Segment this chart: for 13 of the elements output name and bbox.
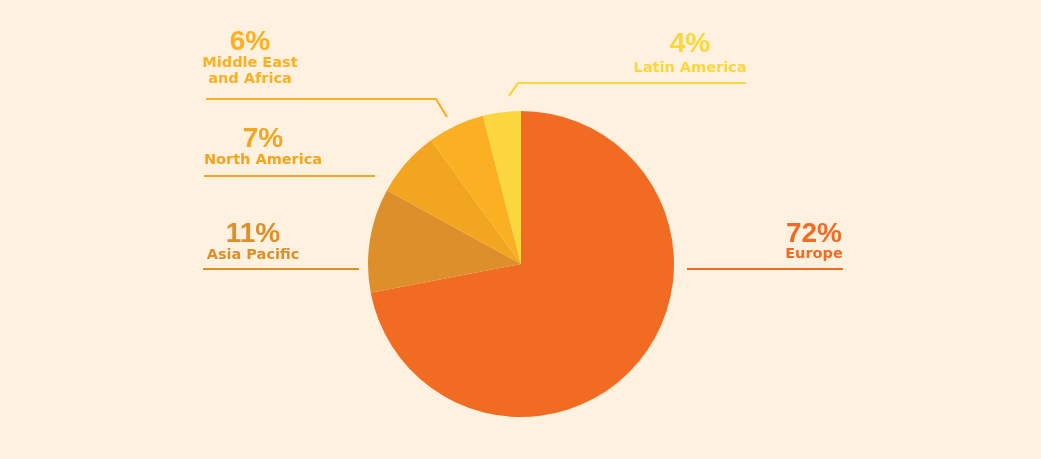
pie-slice xyxy=(482,111,521,264)
data-label: 4% xyxy=(669,27,711,58)
slice-label: Asia Pacific xyxy=(206,246,300,262)
data-label: 7% xyxy=(242,122,284,153)
data-label: 11% xyxy=(225,217,281,248)
slice-label: Latin America xyxy=(633,59,747,75)
pie-slice xyxy=(370,111,674,417)
data-label: 72% xyxy=(785,217,843,248)
slice-label: Middle East and Africa xyxy=(202,54,298,86)
slice-label: Europe xyxy=(785,245,843,261)
data-label: 6% xyxy=(229,25,271,56)
slice-label: North America xyxy=(203,151,323,167)
pie-slice xyxy=(368,190,521,293)
